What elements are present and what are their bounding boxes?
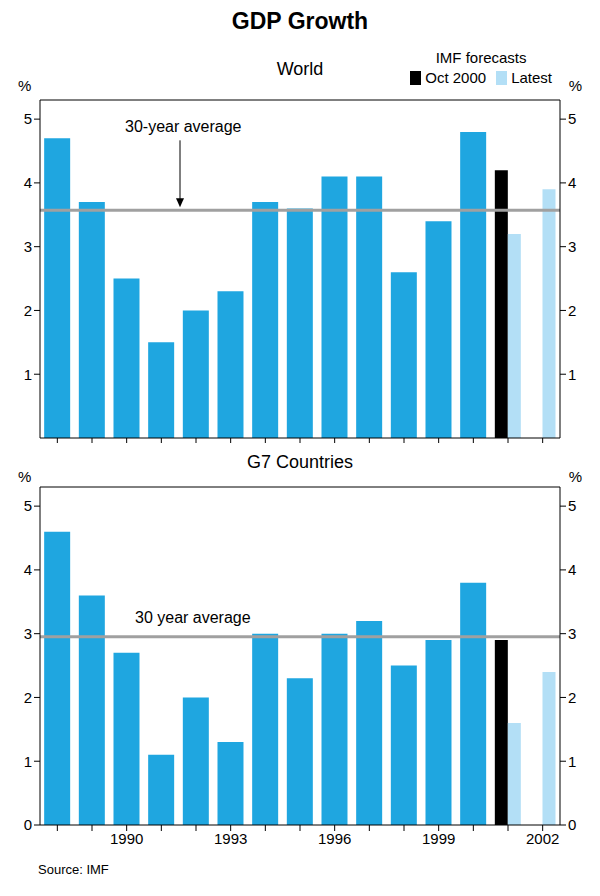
svg-text:5: 5 <box>24 497 32 514</box>
html-text:GDP Growth: GDP Growth <box>231 8 369 34</box>
svg-text:30-year average: 30-year average <box>125 118 242 135</box>
svg-text:1990: 1990 <box>110 830 143 847</box>
svg-text:4: 4 <box>24 561 32 578</box>
svg-text:4: 4 <box>568 174 576 191</box>
html-text:G7 Countries: G7 Countries <box>247 452 353 472</box>
svg-text:4: 4 <box>568 561 576 578</box>
svg-text:3: 3 <box>568 238 576 255</box>
svg-text:3: 3 <box>568 625 576 642</box>
svg-text:5: 5 <box>24 110 32 127</box>
svg-text:4: 4 <box>24 174 32 191</box>
svg-text:1: 1 <box>24 753 32 770</box>
svg-text:2: 2 <box>568 302 576 319</box>
svg-text:3: 3 <box>24 238 32 255</box>
html-text:Source: IMF: Source: IMF <box>38 862 109 877</box>
html-text:Oct 2000: Oct 2000 <box>425 69 487 86</box>
svg-text:3: 3 <box>24 625 32 642</box>
svg-text:5: 5 <box>568 497 576 514</box>
svg-text:30 year average: 30 year average <box>135 609 251 626</box>
html-text:Latest: Latest <box>511 69 552 86</box>
svg-text:2: 2 <box>24 302 32 319</box>
svg-text:1: 1 <box>24 366 32 383</box>
svg-text:0: 0 <box>24 816 32 833</box>
svg-text:2002: 2002 <box>526 830 559 847</box>
svg-text:1: 1 <box>568 753 576 770</box>
svg-text:2: 2 <box>24 689 32 706</box>
svg-text:1993: 1993 <box>214 830 247 847</box>
html-text:World: World <box>276 59 324 79</box>
html-text:IMF forecasts: IMF forecasts <box>435 49 527 66</box>
svg-text:5: 5 <box>568 110 576 127</box>
svg-text:0: 0 <box>568 816 576 833</box>
svg-text:1: 1 <box>568 366 576 383</box>
svg-text:2: 2 <box>568 689 576 706</box>
svg-text:1999: 1999 <box>422 830 455 847</box>
svg-text:1996: 1996 <box>318 830 351 847</box>
